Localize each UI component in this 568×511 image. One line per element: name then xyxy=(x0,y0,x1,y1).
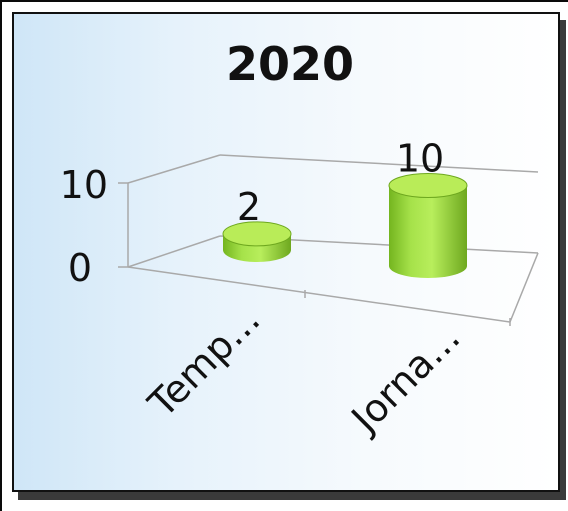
ytick-label-0: 0 xyxy=(68,246,92,290)
bar-top-1 xyxy=(222,221,292,247)
category-label-1: Temp... xyxy=(139,297,268,426)
data-label-2: 10 xyxy=(396,137,444,181)
bar-cylinder-2: 10 xyxy=(388,137,468,278)
bar-series: 2 10 xyxy=(222,137,468,278)
bar-top-2 xyxy=(388,173,468,198)
category-label-2: Jorna... xyxy=(342,315,469,442)
chart-title: 2020 xyxy=(226,37,354,91)
left-wall-top-edge xyxy=(127,154,221,184)
bar-body-2 xyxy=(389,185,467,278)
back-wall-top-edge xyxy=(219,154,539,173)
data-label-1: 2 xyxy=(237,185,261,229)
left-floor-edge xyxy=(127,235,221,268)
right-floor-edge xyxy=(509,252,539,323)
front-floor-edge xyxy=(127,266,511,323)
ytick-label-10: 10 xyxy=(60,163,108,207)
bar-cylinder-1: 2 xyxy=(222,185,292,262)
plot-area xyxy=(118,154,539,326)
